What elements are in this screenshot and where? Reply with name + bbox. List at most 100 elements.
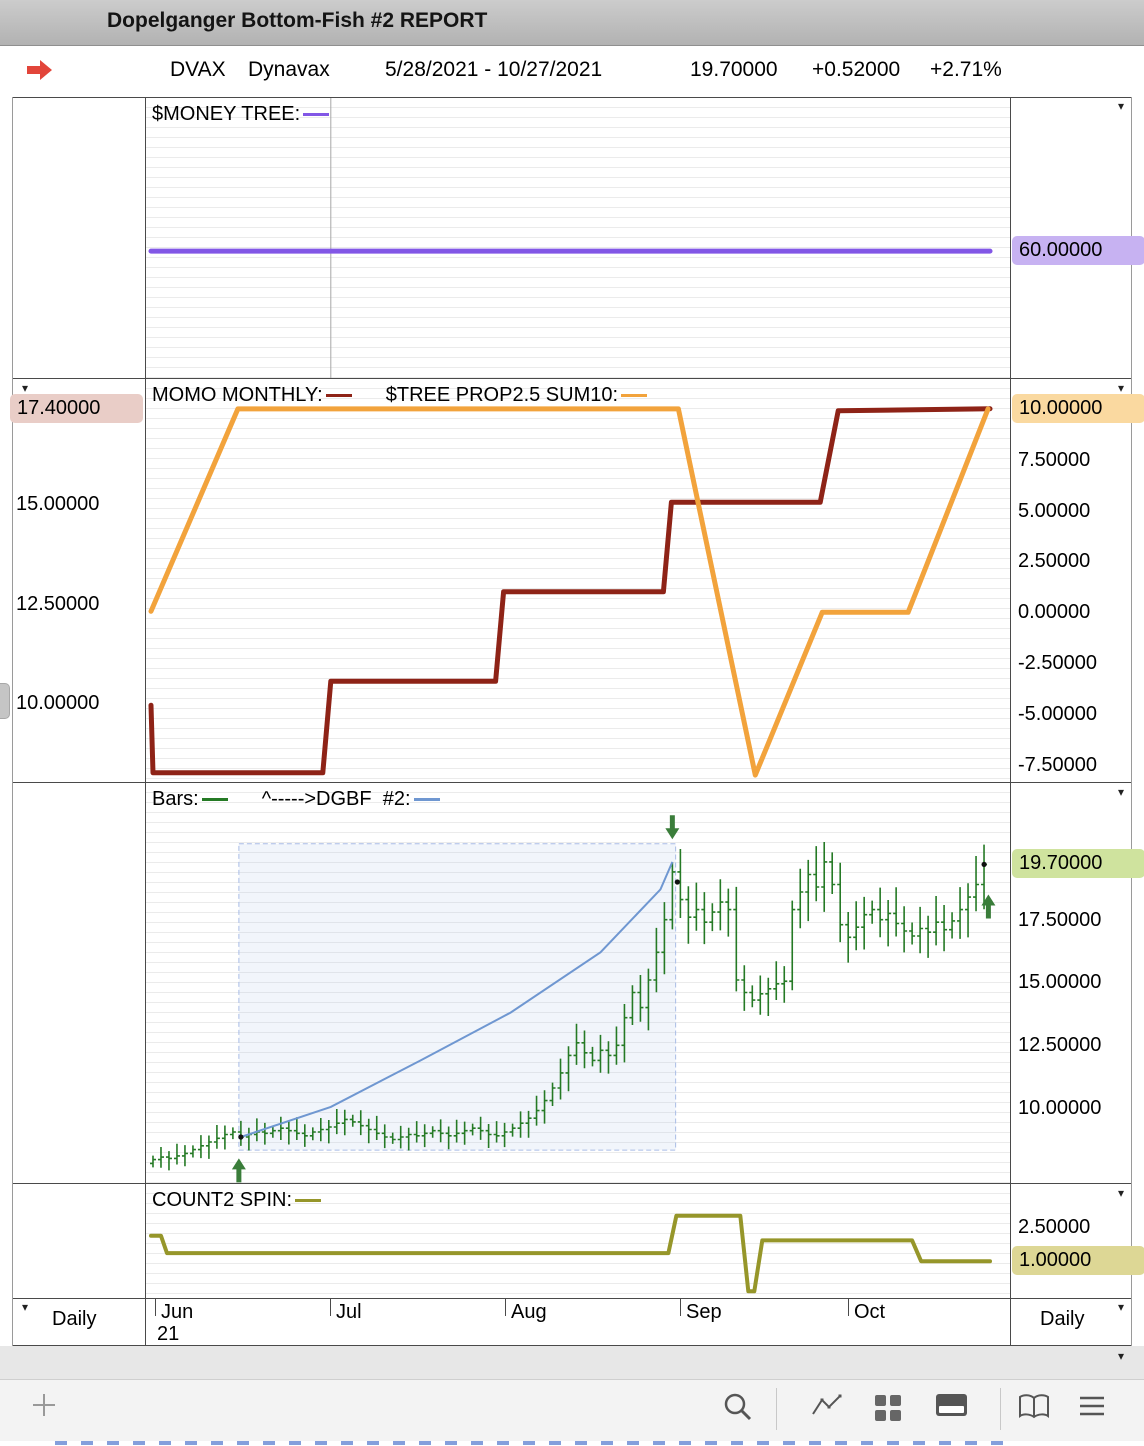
series-count2-spin	[148, 1213, 993, 1294]
month-tick	[505, 1299, 506, 1316]
panel-money-tree[interactable]: $MONEY TREE:	[146, 98, 1010, 378]
axis-label: 60.00000	[1012, 236, 1144, 265]
timeframe-right[interactable]: Daily	[1040, 1308, 1085, 1330]
color-swatch	[295, 1199, 322, 1202]
panel-divider	[12, 1298, 1131, 1299]
chevron-down-icon[interactable]: ▾	[1118, 381, 1125, 395]
color-swatch	[303, 113, 330, 116]
grid-icon[interactable]	[872, 1391, 904, 1423]
down-arrow-marker	[665, 815, 680, 840]
series-momo-monthly	[148, 406, 993, 776]
panel-count2-spin[interactable]: COUNT2 SPIN:	[146, 1184, 1010, 1298]
axis-label: 17.40000	[10, 394, 143, 423]
panel-legend: MOMO MONTHLY: $TREE PROP2.5 SUM10:	[152, 384, 648, 407]
chevron-down-icon[interactable]: ▾	[1118, 785, 1125, 799]
book-icon[interactable]	[1016, 1391, 1052, 1421]
symbol[interactable]: DVAX	[170, 58, 226, 81]
time-axis[interactable]: Jun 21 Jul Aug Sep Oct	[145, 1299, 1010, 1345]
indicator-label[interactable]: $MONEY TREE:	[152, 103, 330, 126]
axis-label: 2.50000	[1018, 550, 1091, 572]
axis-label: 17.50000	[1018, 909, 1102, 931]
panel-divider[interactable]	[12, 782, 1131, 783]
panel-legend: $MONEY TREE:	[152, 103, 330, 126]
chevron-down-icon[interactable]: ▾	[22, 1300, 29, 1314]
timeframe-left[interactable]: Daily	[52, 1308, 97, 1330]
background-window-fragment	[55, 1441, 1010, 1445]
indicator-label[interactable]: ^----->DGBF #2:	[262, 788, 440, 811]
indicator-text: $TREE PROP2.5 SUM10:	[385, 384, 619, 406]
plus-icon[interactable]	[30, 1391, 58, 1419]
axis-label: 1.00000	[1012, 1246, 1144, 1275]
price-plot	[149, 815, 996, 1183]
axis-label: -5.00000	[1018, 703, 1097, 725]
red-arrow-icon[interactable]	[24, 57, 54, 83]
axis-label: 15.00000	[1018, 971, 1102, 993]
month-label: Aug	[511, 1301, 547, 1323]
panel-price-bars[interactable]: Bars: ^----->DGBF #2:	[146, 783, 1010, 1183]
company-name: Dynavax	[248, 58, 330, 81]
panel-divider	[12, 1345, 1131, 1346]
chevron-down-icon[interactable]: ▾	[1118, 1300, 1125, 1314]
panel-icon[interactable]	[934, 1391, 970, 1419]
trend-line	[240, 861, 674, 1138]
count2-plot	[148, 1213, 993, 1294]
panel-divider	[12, 97, 1131, 98]
window-title: Dopelganger Bottom-Fish #2 REPORT	[107, 9, 488, 32]
axis-label: 12.50000	[16, 593, 100, 615]
splitter-handle[interactable]	[0, 683, 10, 719]
frame-border	[12, 97, 13, 1346]
axis-label: 10.00000	[16, 692, 100, 714]
axis-label: 2.50000	[1018, 1216, 1091, 1238]
month-tick	[155, 1299, 156, 1316]
indicator-label[interactable]: MOMO MONTHLY:	[152, 384, 352, 407]
plot-left-border	[145, 97, 146, 1346]
dot-marker	[981, 861, 987, 868]
color-swatch	[201, 798, 228, 801]
dot-marker	[674, 879, 680, 885]
frame-border	[1131, 97, 1132, 1346]
momo-plot	[148, 406, 993, 778]
indicator-label[interactable]: COUNT2 SPIN:	[152, 1189, 322, 1212]
panel-momo-monthly[interactable]: MOMO MONTHLY: $TREE PROP2.5 SUM10:	[146, 379, 1010, 782]
toolbar-separator	[776, 1388, 777, 1430]
up-arrow-marker	[981, 894, 996, 919]
date-range: 5/28/2021 - 10/27/2021	[385, 58, 603, 81]
selection-region	[238, 843, 677, 1151]
color-swatch	[621, 394, 648, 397]
quote-header: DVAX Dynavax 5/28/2021 - 10/27/2021 19.7…	[0, 46, 1144, 97]
axis-label: 15.00000	[16, 493, 100, 515]
chevron-down-icon[interactable]: ▾	[22, 381, 29, 395]
axis-label: 10.00000	[1012, 394, 1144, 423]
panel-legend: Bars: ^----->DGBF #2:	[152, 788, 440, 811]
panel-divider[interactable]	[12, 378, 1131, 379]
indicator-text: ^----->DGBF #2:	[261, 788, 411, 810]
chevron-down-icon[interactable]: ▾	[1118, 1186, 1125, 1200]
window-titlebar[interactable]: Dopelganger Bottom-Fish #2 REPORT	[0, 0, 1144, 46]
chevron-down-icon[interactable]: ▾	[1118, 99, 1125, 113]
indicator-text: MOMO MONTHLY:	[152, 384, 323, 406]
indicator-text: $MONEY TREE:	[152, 103, 301, 125]
bottom-toolbar	[0, 1379, 1144, 1441]
series-tree-prop-sum10	[148, 406, 991, 778]
panel-divider[interactable]	[12, 1183, 1131, 1184]
color-swatch	[413, 798, 440, 801]
color-swatch	[325, 394, 352, 397]
indicator-text: COUNT2 SPIN:	[152, 1189, 293, 1211]
indicator-label[interactable]: Bars:	[152, 788, 228, 811]
percent-change: +2.71%	[930, 58, 1002, 81]
axis-label: 7.50000	[1018, 449, 1091, 471]
axis-label: -7.50000	[1018, 754, 1097, 776]
axis-label: 19.70000	[1012, 849, 1144, 878]
month-label: Oct	[854, 1301, 886, 1323]
search-icon[interactable]	[722, 1391, 754, 1423]
month-label: Sep	[686, 1301, 722, 1323]
chevron-down-icon[interactable]: ▾	[1118, 1349, 1125, 1363]
indicator-label[interactable]: $TREE PROP2.5 SUM10:	[385, 384, 648, 407]
toolbar-separator	[1000, 1388, 1001, 1430]
axis-label: 12.50000	[1018, 1034, 1102, 1056]
trend-icon[interactable]	[810, 1391, 844, 1419]
panel-legend: COUNT2 SPIN:	[152, 1189, 322, 1212]
list-icon[interactable]	[1076, 1391, 1108, 1421]
axis-label: 5.00000	[1018, 500, 1091, 522]
